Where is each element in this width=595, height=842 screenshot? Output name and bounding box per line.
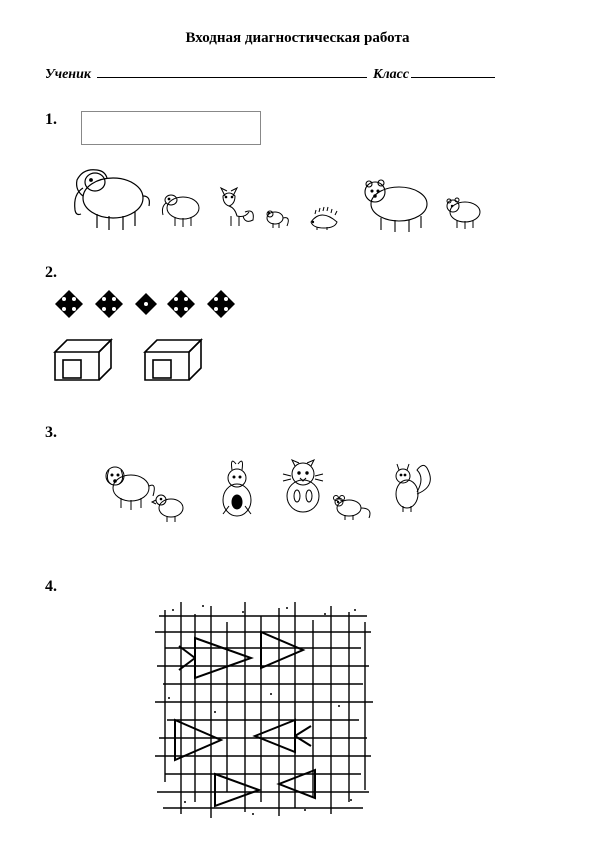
task-2: 2. <box>45 264 550 384</box>
duck-icon <box>152 495 183 522</box>
student-class-line: Ученик Класс <box>45 67 550 83</box>
class-label: Класс <box>373 67 409 83</box>
task-3-animals <box>105 452 550 532</box>
elephant-calf-icon <box>162 195 199 227</box>
task-3-number: 3. <box>45 424 73 442</box>
task-2-number: 2. <box>45 264 73 282</box>
task-1-number: 1. <box>45 111 73 129</box>
page-title: Входная диагностическая работа <box>45 30 550 47</box>
hedgehog-icon <box>311 207 337 230</box>
open-box-2-icon <box>145 340 201 380</box>
bear-cub-icon <box>447 198 480 229</box>
task-4: 4. <box>45 578 550 822</box>
task-2-dice-row <box>53 288 550 324</box>
bear-icon <box>365 180 427 232</box>
task-4-maze <box>155 602 550 822</box>
task-1-animals <box>65 160 550 240</box>
class-field[interactable] <box>411 77 495 78</box>
fox-icon <box>221 188 253 226</box>
cat-icon <box>283 460 323 512</box>
die-4-icon <box>167 290 195 318</box>
task-3: 3. <box>45 424 550 532</box>
task-4-number: 4. <box>45 578 73 596</box>
task-1: 1. <box>45 111 550 240</box>
dog-icon <box>106 467 154 510</box>
die-2-icon <box>95 290 123 318</box>
grid-lines-icon <box>155 602 373 818</box>
mouse-icon <box>334 496 371 521</box>
task-1-answer-box[interactable] <box>81 111 261 145</box>
die-1-icon <box>55 290 83 318</box>
elephant-icon <box>75 170 150 230</box>
rabbit-icon <box>223 461 251 516</box>
open-box-1-icon <box>55 340 111 380</box>
die-5-icon <box>207 290 235 318</box>
squirrel-icon <box>396 464 430 512</box>
small-animal-icon <box>267 211 288 228</box>
die-3-icon <box>135 293 157 315</box>
task-2-boxes-row <box>53 338 550 384</box>
student-name-field[interactable] <box>97 77 367 78</box>
student-label: Ученик <box>45 67 91 83</box>
